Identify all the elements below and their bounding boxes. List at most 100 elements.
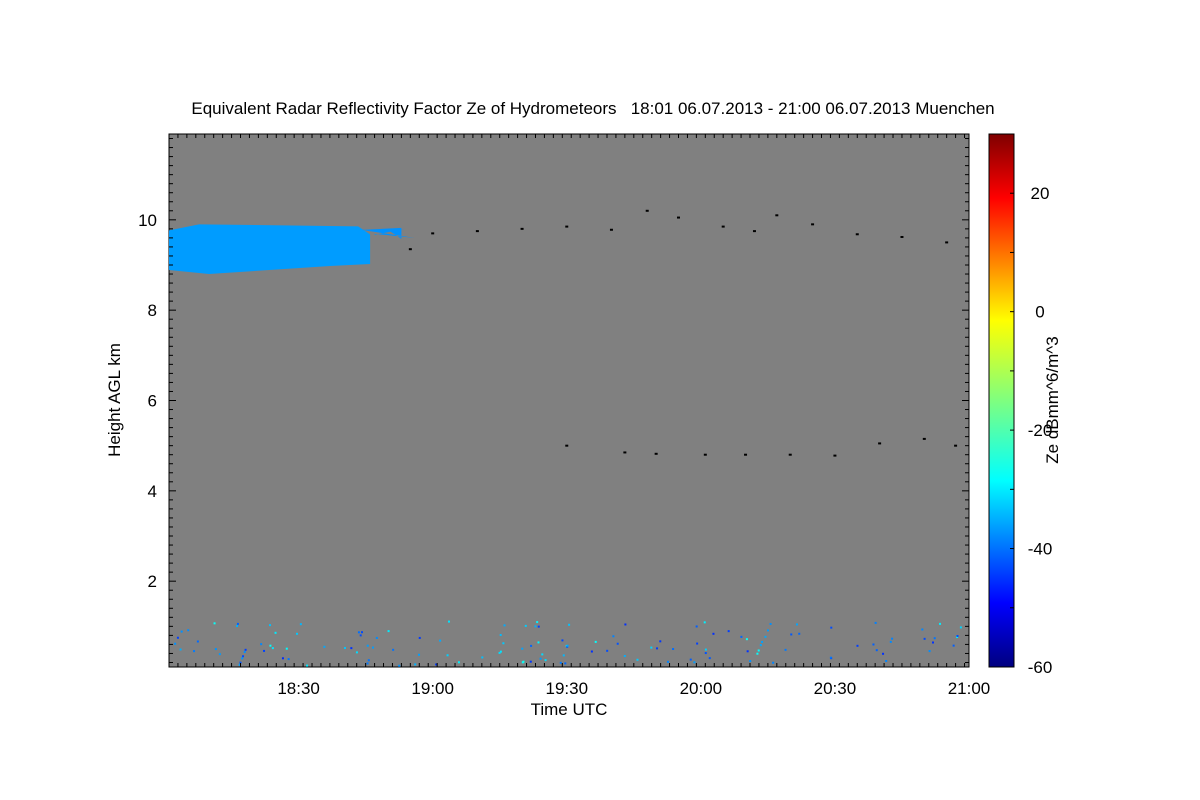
echo-speck xyxy=(623,655,626,658)
echo-speck xyxy=(703,621,706,624)
y-tick-label: 2 xyxy=(148,572,157,591)
echo-speck xyxy=(544,659,547,662)
echo-speck xyxy=(693,661,696,664)
data-point xyxy=(744,453,748,456)
echo-speck xyxy=(323,645,326,648)
data-point xyxy=(788,453,792,456)
echo-speck xyxy=(874,621,877,624)
echo-speck xyxy=(359,634,362,637)
echo-region xyxy=(361,227,415,239)
echo-speck xyxy=(562,654,565,657)
data-point xyxy=(609,228,613,231)
echo-speck xyxy=(529,660,532,663)
data-point xyxy=(900,235,904,238)
echo-speck xyxy=(447,620,450,623)
echo-speck xyxy=(756,652,759,655)
echo-speck xyxy=(923,637,926,640)
echo-speck xyxy=(746,650,749,653)
echo-speck xyxy=(180,630,183,633)
echo-speck xyxy=(343,646,346,649)
echo-speck xyxy=(740,635,743,638)
echo-speck xyxy=(666,660,669,663)
echo-speck xyxy=(241,657,244,660)
echo-speck xyxy=(398,664,401,667)
echo-speck xyxy=(187,629,190,632)
data-point xyxy=(811,223,815,226)
echo-speck xyxy=(435,663,438,666)
echo-speck xyxy=(696,642,699,645)
data-point xyxy=(878,442,882,445)
echo-speck xyxy=(830,626,833,629)
echo-speck xyxy=(952,644,955,647)
y-axis: 2 4 6 8 10 xyxy=(138,138,969,663)
echo-speck xyxy=(260,643,263,646)
echo-speck xyxy=(872,643,875,646)
echo-speck xyxy=(357,631,360,634)
echo-speck xyxy=(236,622,239,625)
echo-speck xyxy=(689,658,692,661)
echo-speck xyxy=(360,631,363,634)
echo-speck xyxy=(524,624,527,627)
x-tick-label: 20:30 xyxy=(814,679,857,698)
echo-speck xyxy=(566,645,569,648)
echo-speck xyxy=(387,630,390,633)
echo-speck xyxy=(612,635,615,638)
echo-speck xyxy=(956,636,959,639)
echo-speck xyxy=(238,663,241,666)
data-point xyxy=(654,452,658,455)
plot-area xyxy=(168,133,970,668)
black-points xyxy=(408,209,958,457)
echo-speck xyxy=(704,648,707,651)
echo-speck xyxy=(530,644,533,647)
echo-speck xyxy=(499,650,502,653)
chart-title: Equivalent Radar Reflectivity Factor Ze … xyxy=(191,99,994,118)
echo-speck xyxy=(561,639,564,642)
echo-speck xyxy=(795,623,798,626)
echo-speck xyxy=(350,647,353,650)
echo-speck xyxy=(503,624,506,627)
echo-speck xyxy=(772,661,775,664)
data-point xyxy=(645,209,649,212)
echo-speck xyxy=(606,649,609,652)
echo-speck xyxy=(537,641,540,644)
echo-speck xyxy=(659,640,662,643)
echo-speck xyxy=(372,646,375,649)
echo-speck xyxy=(355,651,358,654)
echo-speck xyxy=(757,649,760,652)
echo-speck xyxy=(559,661,562,664)
echo-speck xyxy=(745,638,748,641)
echo-speck xyxy=(174,642,177,645)
echo-speck xyxy=(244,648,247,651)
x-tick-label: 21:00 xyxy=(948,679,991,698)
echo-speck xyxy=(885,660,888,663)
x-tick-label: 20:00 xyxy=(680,679,723,698)
echo-speck xyxy=(790,633,793,636)
data-point xyxy=(855,233,859,236)
echo-speck xyxy=(481,656,484,659)
echo-speck xyxy=(695,625,698,628)
data-point xyxy=(775,214,779,217)
echo-speck xyxy=(537,625,540,628)
echo-speck xyxy=(764,635,767,638)
echo-speck xyxy=(498,651,501,654)
echo-speck xyxy=(889,640,892,643)
echo-speck xyxy=(375,636,378,639)
echo-speck xyxy=(274,631,277,634)
echo-speck xyxy=(590,650,593,653)
echo-speck xyxy=(457,661,460,664)
colorbar-tick-label: -40 xyxy=(1028,540,1053,559)
echo-region xyxy=(169,224,371,275)
data-point xyxy=(565,444,569,447)
data-point xyxy=(922,437,926,440)
colorbar xyxy=(988,133,1015,668)
echo-speck xyxy=(281,657,284,660)
echo-speck xyxy=(891,637,894,640)
echo-speck xyxy=(829,656,832,659)
echo-speck xyxy=(708,657,711,660)
echo-speck xyxy=(672,648,675,651)
echo-speck xyxy=(499,633,502,636)
echo-speck xyxy=(761,640,764,643)
echo-speck xyxy=(392,648,395,651)
echo-speck xyxy=(521,647,524,650)
echo-speck xyxy=(933,637,936,640)
